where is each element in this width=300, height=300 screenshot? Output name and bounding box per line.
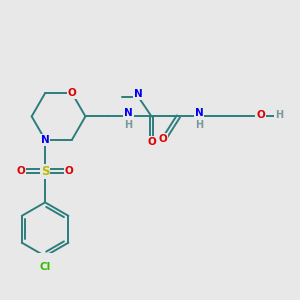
Text: H: H — [275, 110, 283, 119]
Text: H: H — [195, 120, 203, 130]
Text: O: O — [147, 137, 156, 147]
Text: N: N — [134, 89, 143, 99]
Text: N: N — [41, 135, 50, 145]
Text: O: O — [159, 134, 167, 144]
Text: Cl: Cl — [40, 262, 51, 272]
Text: N: N — [194, 108, 203, 118]
Text: N: N — [124, 108, 133, 118]
Text: O: O — [65, 167, 74, 176]
Text: S: S — [41, 165, 50, 178]
Text: O: O — [16, 167, 25, 176]
Text: O: O — [256, 110, 265, 119]
Text: H: H — [124, 120, 132, 130]
Text: O: O — [68, 88, 76, 98]
